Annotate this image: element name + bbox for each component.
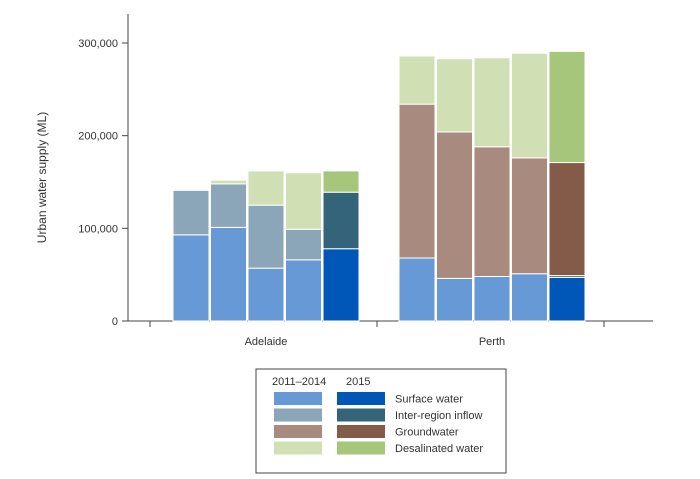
bar-segment-desal [436,58,473,133]
bar-segment-surface [322,248,360,322]
bar-segment-surface [473,276,511,322]
legend-swatch-desal-2011-2014 [274,441,322,455]
bar-segment-desal [285,172,322,230]
bar-segment-ground [548,162,586,277]
bar-segment-inter_region [322,191,360,250]
bar-segment-surface [210,226,247,322]
bar-segment-ground [398,103,436,259]
bar-segment-inter_region [247,204,285,269]
legend-swatch-ground-2015 [337,425,385,438]
x-category-label: Perth [479,336,505,348]
legend-label: Groundwater [395,427,459,439]
y-tick-label: 0 [112,316,118,328]
bars: Adelaide Perth [172,50,586,348]
legend-swatch-inter_region-2015 [337,408,385,422]
legend-swatch-surface-2011-2014 [274,392,322,405]
bar-segment-surface [511,273,548,322]
legend-label: Inter-region inflow [395,410,482,422]
y-tick-label: 100,000 [78,223,118,235]
bar-segment-surface [398,257,436,322]
bar-segment-surface [172,234,210,322]
legend-label: Surface water [395,394,463,406]
bar-segment-surface [548,276,586,322]
legend-swatch-inter_region-2011-2014 [274,408,322,422]
y-tick-label: 200,000 [78,131,118,143]
y-tick-label: 300,000 [78,38,118,50]
bar-segment-inter_region [285,228,322,261]
legend-col-header: 2011–2014 [272,376,326,388]
legend-swatch-desal-2015 [337,441,385,455]
legend-swatch-surface-2015 [337,392,385,405]
bar-segment-desal [210,179,247,185]
bar-segment-desal [247,170,285,206]
bar-segment-ground [436,131,473,279]
legend: 2011–2014 2015 Surface water Inter-region i… [255,368,507,474]
bar-segment-surface [285,259,322,322]
y-axis-label: Urban water supply (ML) [35,112,49,243]
bar-segment-desal [473,57,511,148]
bar-segment-inter_region [210,183,247,228]
bar-segment-inter_region [172,189,210,236]
x-category-label: Adelaide [245,336,288,348]
bar-segment-ground [511,157,548,275]
bar-segment-desal [548,50,586,164]
bar-segment-desal [398,55,436,105]
bar-segment-desal [322,170,360,193]
bar-segment-ground [473,146,511,278]
bar-segment-surface [247,267,285,322]
legend-swatch-ground-2011-2014 [274,425,322,438]
bar-segment-desal [511,52,548,159]
bar-segment-surface [436,277,473,322]
legend-col-header: 2015 [346,376,370,388]
legend-label: Desalinated water [395,443,483,455]
